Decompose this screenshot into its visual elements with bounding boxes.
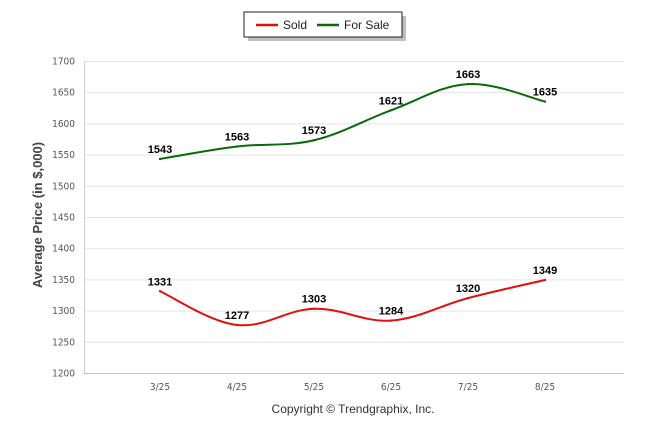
data-point-sold-4-25 [235, 323, 239, 327]
data-labels: 1331 1277 1303 1284 1320 1349 1543 1563 1573 1621… [148, 69, 557, 322]
data-label-sold-8-25: 1349 [533, 265, 557, 277]
data-label-sold-3-25: 1331 [148, 276, 172, 288]
legend: Sold For Sale [243, 11, 406, 41]
series-line-for-sale [159, 83, 546, 160]
x-tick-labels: 3/25 4/25 5/25 6/25 7/25 8/25 [150, 382, 555, 393]
data-label-for-sale-7-25: 1663 [456, 69, 480, 81]
gridlines [84, 61, 624, 374]
x-tick-label-4-25: 4/25 [227, 382, 247, 393]
data-label-sold-5-25: 1303 [302, 294, 326, 306]
data-point-for-sale-8-25 [543, 100, 547, 103]
data-point-sold-6-25 [389, 319, 393, 322]
y-tick-label-1500: 1500 [52, 181, 75, 192]
data-point-sold-7-25 [466, 296, 470, 300]
data-label-for-sale-6-25: 1621 [379, 95, 403, 107]
y-tick-label-1450: 1450 [52, 213, 75, 224]
data-label-sold-7-25: 1320 [456, 283, 480, 295]
y-tick-label-1200: 1200 [52, 369, 75, 380]
data-point-sold-8-25 [543, 278, 547, 282]
y-axis-title: Average Price (in $,000) [30, 142, 45, 288]
data-label-for-sale-8-25: 1635 [533, 87, 557, 99]
series-line-sold [159, 279, 546, 327]
y-tick-label-1300: 1300 [52, 306, 75, 317]
y-tick-labels: 1200 1250 1300 1350 1400 1450 1500 1550 1600 1650… [52, 57, 75, 380]
y-tick-label-1400: 1400 [52, 244, 75, 255]
y-tick-label-1550: 1550 [52, 150, 75, 161]
data-point-sold-3-25 [158, 290, 162, 293]
x-tick-label-6-25: 6/25 [381, 382, 401, 393]
data-point-for-sale-6-25 [389, 109, 393, 112]
data-label-sold-4-25: 1277 [225, 310, 249, 322]
data-label-sold-6-25: 1284 [379, 306, 404, 318]
x-tick-label-5-25: 5/25 [304, 382, 324, 393]
y-tick-label-1700: 1700 [52, 57, 75, 68]
y-tick-label-1250: 1250 [52, 337, 75, 348]
x-tick-label-3-25: 3/25 [150, 382, 170, 393]
series-lines [158, 82, 547, 327]
data-point-for-sale-4-25 [235, 145, 239, 148]
x-tick-label-7-25: 7/25 [458, 382, 478, 393]
data-point-sold-5-25 [312, 307, 316, 310]
x-tick-label-8-25: 8/25 [535, 382, 555, 393]
y-tick-label-1350: 1350 [52, 275, 75, 286]
data-label-for-sale-5-25: 1573 [302, 125, 326, 137]
copyright-text: Copyright © Trendgraphix, Inc. [272, 402, 435, 416]
y-tick-label-1650: 1650 [52, 88, 75, 99]
legend-label-for-sale: For Sale [344, 18, 390, 32]
data-label-for-sale-3-25: 1543 [148, 144, 172, 156]
legend-label-sold: Sold [283, 18, 307, 32]
data-point-for-sale-5-25 [312, 139, 316, 142]
data-point-for-sale-7-25 [466, 82, 470, 86]
y-tick-label-1600: 1600 [52, 119, 75, 130]
axes [84, 61, 624, 374]
data-label-for-sale-4-25: 1563 [225, 131, 249, 143]
data-point-for-sale-3-25 [158, 157, 162, 161]
